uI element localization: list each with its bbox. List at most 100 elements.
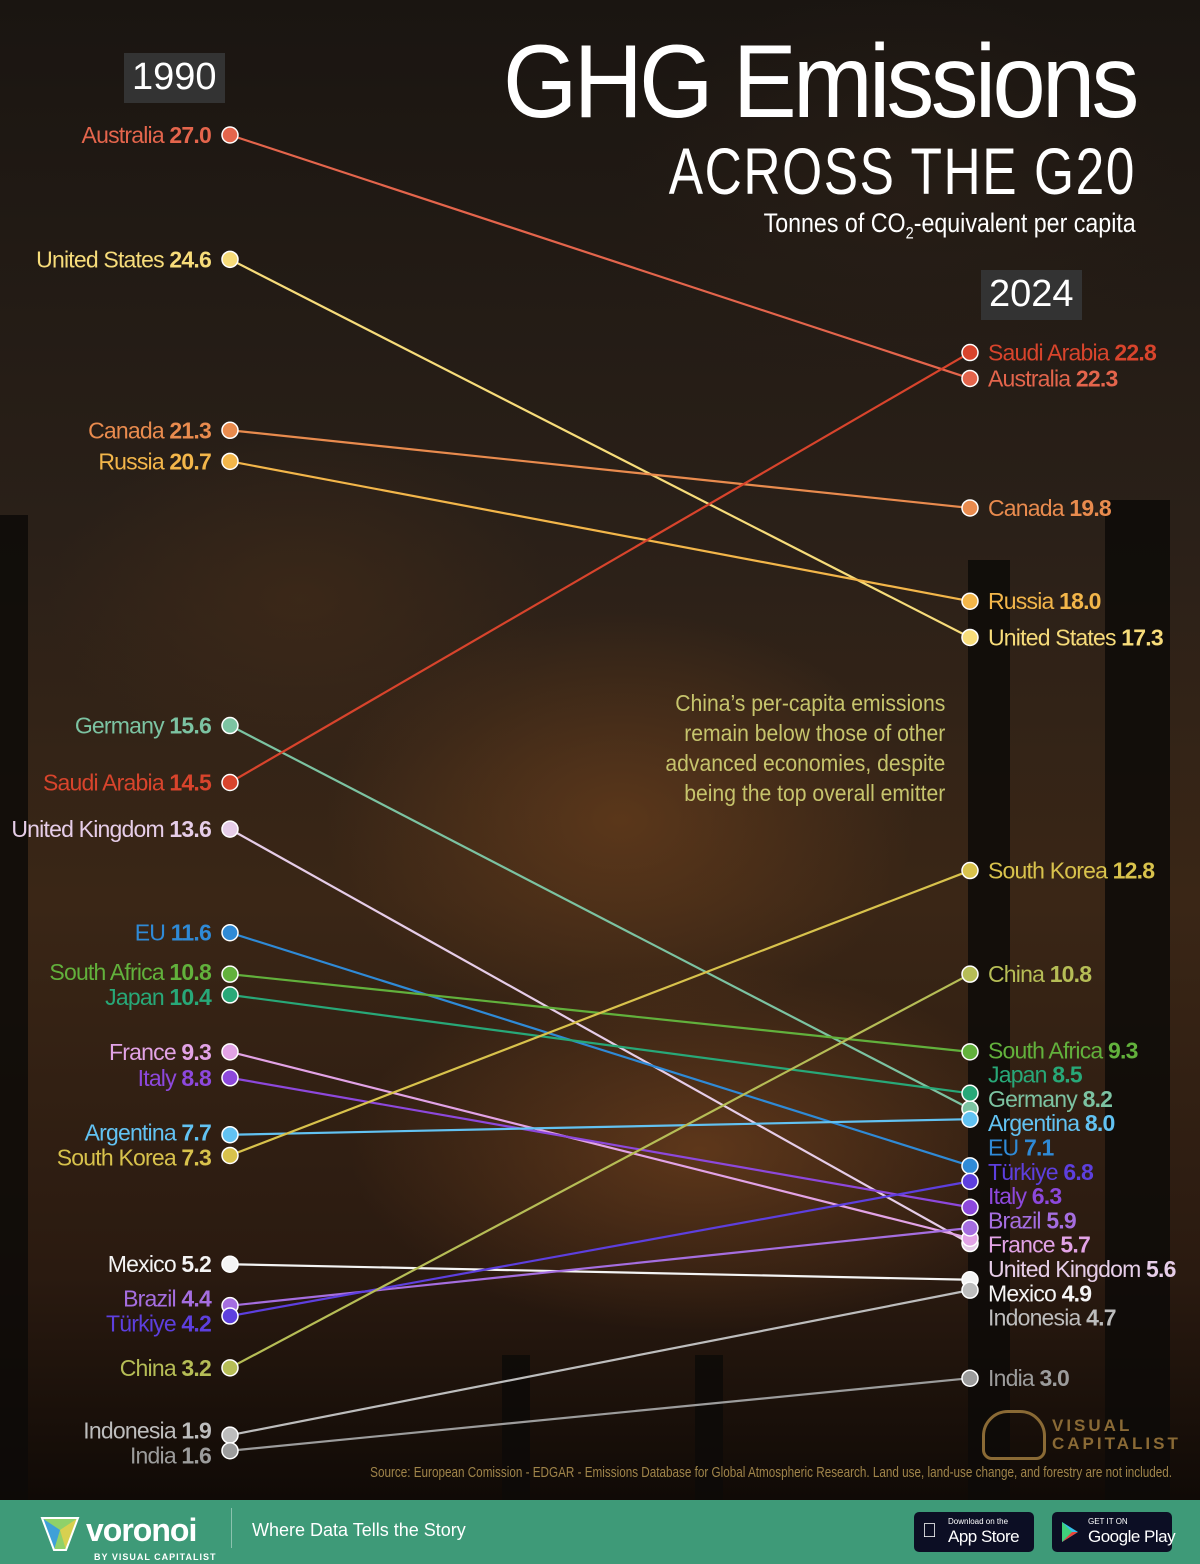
value-2024: 9.3 bbox=[1108, 1037, 1138, 1063]
value-1990: 27.0 bbox=[169, 122, 211, 148]
flag-turkiye-icon-2024 bbox=[961, 1172, 979, 1191]
country-name: Germany bbox=[988, 1086, 1083, 1112]
flag-mexico-icon-1990 bbox=[221, 1255, 239, 1273]
country-name: Türkiye bbox=[106, 1310, 181, 1336]
value-2024: 10.8 bbox=[1050, 961, 1093, 987]
slope-line-eu bbox=[229, 931, 971, 1167]
year-label-1990: 1990 bbox=[124, 53, 225, 103]
country-name: Saudi Arabia bbox=[988, 340, 1114, 366]
flag-canada-icon-1990 bbox=[221, 421, 239, 440]
country-name: South Africa bbox=[988, 1037, 1108, 1063]
country-name: United Kingdom bbox=[11, 816, 169, 842]
flag-italy-icon-2024 bbox=[961, 1198, 979, 1217]
units-prefix: Tonnes of CO bbox=[763, 208, 906, 238]
slope-line-argentina bbox=[229, 1118, 971, 1136]
country-name: United States bbox=[988, 624, 1121, 650]
units-label: Tonnes of CO2-equivalent per capita bbox=[764, 208, 1136, 243]
vc-mark-icon bbox=[982, 1410, 1046, 1460]
country-name: China bbox=[120, 1355, 182, 1381]
chimney bbox=[695, 1355, 723, 1500]
value-2024: 4.9 bbox=[1062, 1280, 1092, 1306]
country-name: Türkiye bbox=[988, 1159, 1063, 1185]
flag-russia-icon-2024 bbox=[961, 592, 979, 610]
country-name: Indonesia bbox=[988, 1305, 1086, 1331]
flag-brazil-icon-2024 bbox=[961, 1219, 979, 1237]
flag-canada-icon-2024 bbox=[961, 499, 979, 517]
visual-capitalist-logo: VISUAL CAPITALIST bbox=[982, 1410, 1181, 1460]
flag-argentina-icon-2024 bbox=[961, 1110, 979, 1128]
value-1990: 24.6 bbox=[169, 246, 211, 272]
country-name: South Korea bbox=[57, 1145, 182, 1171]
label-1990-australia: Australia 27.0 bbox=[82, 122, 211, 148]
label-2024-south-africa: South Africa 9.3 bbox=[988, 1037, 1138, 1063]
annotation-line: remain below those of other bbox=[683, 720, 945, 746]
value-1990: 7.7 bbox=[181, 1120, 211, 1146]
label-1990-south-korea: South Korea 7.3 bbox=[57, 1145, 211, 1171]
app-store-label: App Store bbox=[948, 1527, 1020, 1546]
label-2024-united-states: United States 17.3 bbox=[988, 624, 1163, 650]
annotation-line: China’s per-capita emissions bbox=[674, 690, 945, 716]
country-name: Canada bbox=[88, 417, 169, 443]
chimney bbox=[0, 515, 28, 1500]
flag-united-kingdom-icon-1990 bbox=[221, 820, 239, 838]
label-2024-russia: Russia 18.0 bbox=[988, 588, 1101, 614]
country-name: EU bbox=[135, 920, 171, 946]
country-name: EU bbox=[988, 1135, 1024, 1161]
label-1990-china: China 3.2 bbox=[120, 1355, 211, 1381]
country-name: Brazil bbox=[988, 1207, 1046, 1233]
slope-line-china bbox=[229, 973, 971, 1369]
slope-line-united-states bbox=[229, 258, 971, 639]
units-subscript: 2 bbox=[905, 223, 914, 243]
flag-indonesia-icon-1990 bbox=[221, 1426, 239, 1444]
chimney bbox=[1105, 500, 1170, 1500]
chart-subtitle: ACROSS THE G20 bbox=[668, 134, 1136, 208]
voronoi-shield-icon bbox=[40, 1517, 80, 1551]
voronoi-byline: BY VISUAL CAPITALIST bbox=[94, 1552, 217, 1562]
label-1990-saudi-arabia: Saudi Arabia 14.5 bbox=[43, 770, 212, 796]
label-1990-mexico: Mexico 5.2 bbox=[108, 1251, 211, 1277]
label-1990-indonesia: Indonesia 1.9 bbox=[83, 1417, 211, 1443]
value-2024: 22.8 bbox=[1114, 340, 1157, 366]
footer-bar: voronoi BY VISUAL CAPITALIST Where Data … bbox=[0, 1500, 1200, 1564]
value-1990: 13.6 bbox=[169, 816, 211, 842]
flag-china-icon-2024 bbox=[961, 965, 979, 983]
flag-south-korea-icon-2024 bbox=[961, 861, 979, 880]
label-1990-france: France 9.3 bbox=[109, 1039, 211, 1065]
google-play-icon bbox=[1062, 1522, 1078, 1542]
value-1990: 4.2 bbox=[181, 1310, 211, 1336]
google-play-small-text: GET IT ON bbox=[1088, 1517, 1128, 1526]
slope-line-mexico bbox=[229, 1263, 971, 1281]
label-2024-france: France 5.7 bbox=[988, 1232, 1090, 1258]
label-1990-japan: Japan 10.4 bbox=[105, 984, 212, 1010]
country-name: Japan bbox=[988, 1062, 1052, 1088]
value-1990: 11.6 bbox=[171, 920, 211, 946]
flag-united-states-icon-2024 bbox=[961, 628, 979, 647]
flag-united-states-icon-1990 bbox=[221, 250, 239, 269]
label-1990-eu: EU 11.6 bbox=[135, 920, 211, 946]
value-2024: 22.3 bbox=[1076, 365, 1118, 391]
value-2024: 5.7 bbox=[1060, 1232, 1090, 1258]
slope-line-japan bbox=[229, 993, 971, 1095]
value-2024: 5.6 bbox=[1146, 1256, 1176, 1282]
value-1990: 1.6 bbox=[181, 1442, 211, 1468]
value-1990: 10.4 bbox=[169, 984, 212, 1010]
app-store-small-text: Download on the bbox=[948, 1517, 1009, 1526]
footer-divider bbox=[231, 1508, 232, 1548]
value-2024: 3.0 bbox=[1039, 1365, 1069, 1391]
value-2024: 5.9 bbox=[1046, 1207, 1076, 1233]
country-name: Russia bbox=[98, 448, 169, 474]
label-2024-brazil: Brazil 5.9 bbox=[988, 1207, 1076, 1233]
app-store-button[interactable]:  Download on the App Store bbox=[914, 1512, 1034, 1552]
country-name: Italy bbox=[138, 1065, 182, 1091]
footer-tagline: Where Data Tells the Story bbox=[252, 1520, 466, 1540]
google-play-button[interactable]: GET IT ON Google Play bbox=[1052, 1512, 1176, 1552]
voronoi-wordmark: voronoi bbox=[86, 1512, 197, 1548]
label-2024-argentina: Argentina 8.0 bbox=[988, 1110, 1114, 1136]
value-1990: 21.3 bbox=[169, 417, 211, 443]
value-1990: 15.6 bbox=[169, 713, 211, 739]
label-2024-turkiye: Türkiye 6.8 bbox=[988, 1159, 1094, 1185]
background-image bbox=[0, 0, 1200, 1500]
label-1990-russia: Russia 20.7 bbox=[98, 448, 211, 474]
value-2024: 8.0 bbox=[1085, 1110, 1115, 1136]
flag-saudi-arabia-icon-1990 bbox=[221, 773, 239, 792]
